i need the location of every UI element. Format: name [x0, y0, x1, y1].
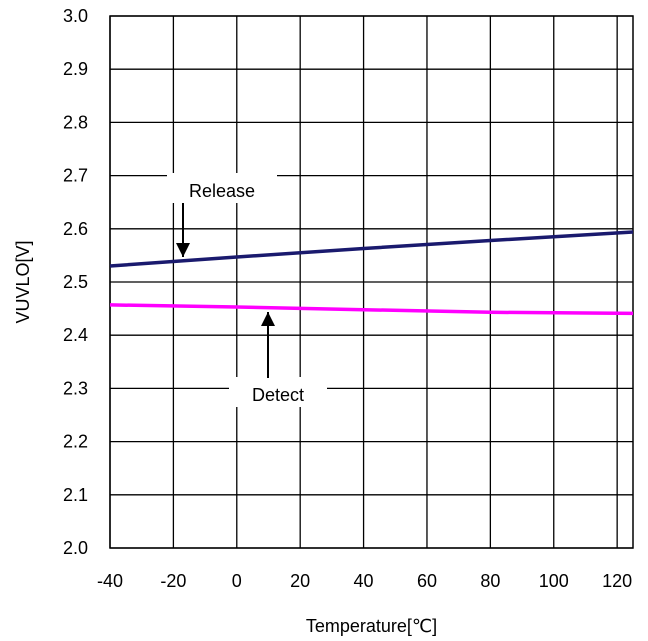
annotation-bg-release	[167, 173, 277, 203]
y-tick-label: 2.4	[63, 325, 88, 345]
y-tick-label: 2.7	[63, 166, 88, 186]
annotation-bg-detect	[229, 377, 327, 407]
series-line-detect	[109, 303, 634, 316]
annotation-detect: Detect	[252, 385, 304, 405]
x-tick-label: 60	[417, 571, 437, 591]
y-tick-labels: 2.0 2.1 2.2 2.3 2.4 2.5 2.6 2.7 2.8 2.9 3.0	[63, 6, 88, 558]
x-tick-label: 40	[354, 571, 374, 591]
annotation-release: Release	[189, 181, 255, 201]
x-tick-label: 20	[290, 571, 310, 591]
y-tick-label: 2.2	[63, 432, 88, 452]
y-tick-label: 2.6	[63, 219, 88, 239]
y-tick-label: 2.8	[63, 112, 88, 132]
y-tick-label: 2.9	[63, 59, 88, 79]
y-tick-label: 2.3	[63, 378, 88, 398]
x-tick-label: 0	[232, 571, 242, 591]
arrow-head-detect	[261, 312, 275, 326]
x-tick-label: 120	[602, 571, 632, 591]
y-tick-label: 2.0	[63, 538, 88, 558]
x-tick-labels: -40 -20 0 20 40 60 80 100 120	[97, 571, 632, 591]
x-tick-label: 80	[480, 571, 500, 591]
x-tick-label: -40	[97, 571, 123, 591]
y-tick-label: 2.1	[63, 485, 88, 505]
x-tick-label: 100	[539, 571, 569, 591]
arrow-head-release	[176, 243, 190, 257]
plot-frame	[109, 15, 634, 549]
y-tick-label: 3.0	[63, 6, 88, 26]
y-axis-title: VUVLO[V]	[13, 240, 33, 323]
y-tick-label: 2.5	[63, 272, 88, 292]
series-line-release	[109, 230, 634, 268]
x-tick-label: -20	[160, 571, 186, 591]
series-lines	[109, 230, 634, 316]
grid	[109, 15, 633, 549]
annotations: Release Detect	[167, 173, 327, 407]
x-axis-title: Temperature[℃]	[306, 616, 437, 636]
